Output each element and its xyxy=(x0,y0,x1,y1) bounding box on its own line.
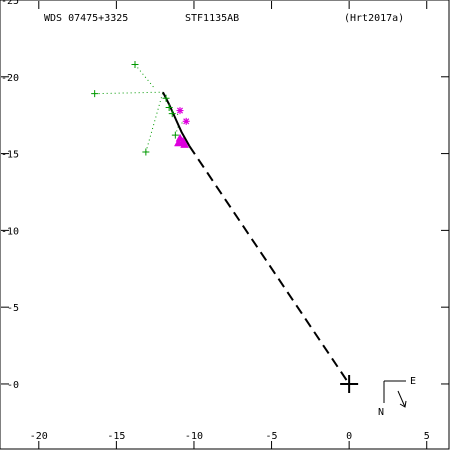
compass-arrow-head xyxy=(399,400,407,408)
plus-observations xyxy=(91,61,179,156)
y-tick-label: -15 xyxy=(1,150,19,161)
residual-lines xyxy=(94,64,187,153)
x-tick-label: 5 xyxy=(424,431,430,442)
y-tick-label: -10 xyxy=(1,226,19,237)
primary-cross xyxy=(340,374,359,393)
orbit-segment xyxy=(162,91,191,147)
predicted-path xyxy=(188,145,350,385)
residual-line xyxy=(134,64,156,90)
residual-line xyxy=(94,91,163,95)
x-tick-label: -20 xyxy=(30,431,48,442)
star-observations xyxy=(176,107,190,125)
residual-line xyxy=(174,110,181,119)
residual-line xyxy=(145,92,164,153)
residual-line xyxy=(174,125,179,136)
x-tick-label: -15 xyxy=(107,431,125,442)
y-tick-label: -0 xyxy=(7,380,19,391)
plus-marker xyxy=(171,131,179,139)
compass-north-label: N xyxy=(378,407,384,418)
header-left: WDS 07475+3325 xyxy=(44,13,128,24)
x-tick-label: -10 xyxy=(185,431,203,442)
star-marker xyxy=(182,117,190,125)
plus-marker xyxy=(162,94,170,102)
y-tick-label: -25 xyxy=(1,0,19,7)
y-tick-label: -5 xyxy=(7,303,19,314)
triangle-marker xyxy=(174,138,183,147)
plus-marker xyxy=(168,110,176,118)
x-tick-labels: -20 -15 -10 -5 0 5 xyxy=(30,431,430,442)
triangle-marker xyxy=(180,139,190,148)
primary-star-marker xyxy=(340,374,359,393)
plus-marker xyxy=(131,61,139,69)
y-tick-label: -20 xyxy=(1,73,19,84)
compass: E N xyxy=(378,376,416,418)
plus-marker xyxy=(91,90,99,98)
header-right: (Hrt2017a) xyxy=(344,13,404,24)
compass-east-label: E xyxy=(410,376,416,387)
y-tick-labels: -0 -5 -10 -15 -20 -25 xyxy=(1,0,19,391)
predicted-segment xyxy=(188,145,350,385)
plus-marker xyxy=(165,104,173,112)
x-tick-label: 0 xyxy=(346,431,352,442)
star-marker xyxy=(176,107,184,115)
header-center: STF1135AB xyxy=(185,13,239,24)
orbit-arc xyxy=(162,91,191,147)
plus-marker xyxy=(142,148,150,156)
triangle-observations xyxy=(174,133,190,148)
compass-motion-arrow xyxy=(397,390,406,408)
x-tick-label: -5 xyxy=(266,431,278,442)
residual-line xyxy=(178,120,187,125)
